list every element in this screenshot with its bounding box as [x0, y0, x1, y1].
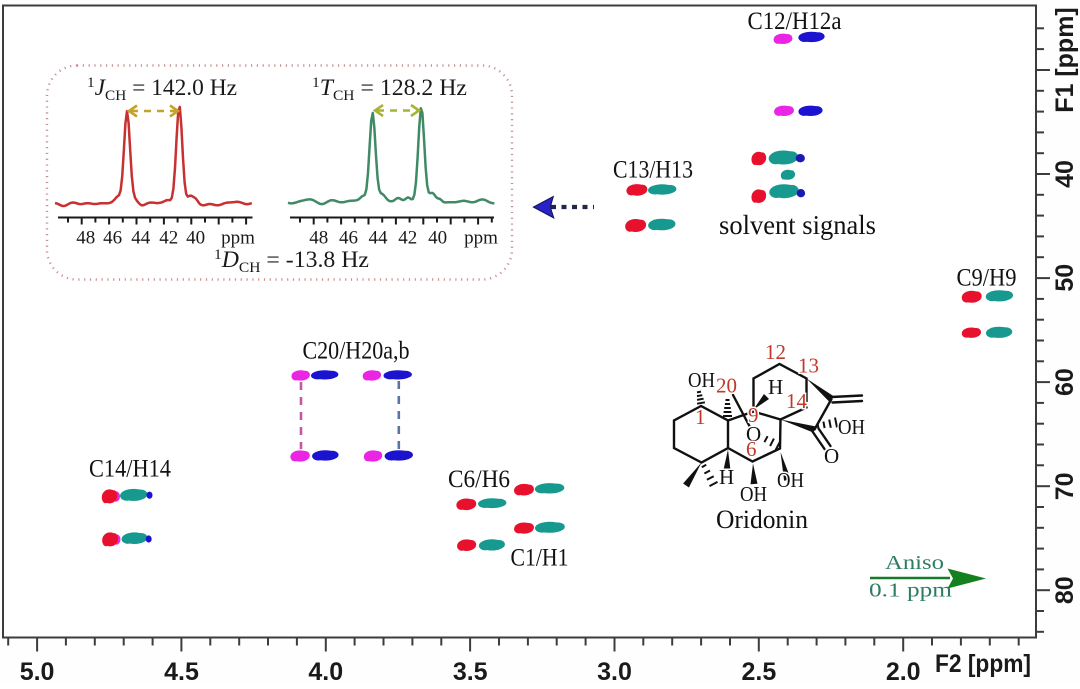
svg-text:42: 42	[398, 228, 417, 249]
svg-text:C1/H1: C1/H1	[511, 545, 569, 572]
svg-text:C13/H13: C13/H13	[613, 157, 693, 184]
svg-text:OH: OH	[777, 468, 804, 492]
svg-text:14: 14	[786, 389, 808, 413]
svg-text:42: 42	[159, 228, 178, 249]
svg-text:4.5: 4.5	[164, 658, 199, 684]
svg-text:Aniso: Aniso	[885, 552, 944, 574]
svg-text:2.5: 2.5	[742, 658, 777, 684]
svg-text:C14/H14: C14/H14	[89, 456, 171, 483]
svg-text:C9/H9: C9/H9	[957, 265, 1017, 292]
svg-text:50: 50	[1051, 264, 1079, 292]
svg-text:H: H	[719, 465, 734, 489]
svg-text:5.0: 5.0	[20, 658, 55, 684]
svg-text:12: 12	[765, 340, 786, 364]
svg-text:46: 46	[339, 228, 358, 249]
svg-text:solvent signals: solvent signals	[719, 210, 876, 240]
svg-text:O: O	[746, 422, 761, 446]
svg-text:20: 20	[716, 374, 737, 398]
svg-text:44: 44	[131, 228, 151, 249]
svg-text:6: 6	[746, 437, 757, 461]
svg-text:Oridonin: Oridonin	[716, 505, 808, 534]
svg-text:H: H	[768, 375, 783, 399]
svg-text:1DCH = -13.8 Hz: 1DCH = -13.8 Hz	[214, 247, 369, 276]
svg-text:4.0: 4.0	[308, 658, 343, 684]
svg-text:40: 40	[1051, 160, 1079, 188]
svg-text:80: 80	[1051, 576, 1079, 604]
svg-text:F1 [ppm]: F1 [ppm]	[1051, 7, 1079, 113]
svg-text:48: 48	[309, 228, 328, 249]
svg-text:9: 9	[748, 403, 759, 427]
svg-text:1TCH = 128.2 Hz: 1TCH = 128.2 Hz	[312, 75, 467, 104]
svg-text:ppm: ppm	[221, 228, 255, 249]
svg-text:60: 60	[1051, 368, 1079, 396]
svg-text:13: 13	[798, 354, 819, 378]
svg-text:3.0: 3.0	[597, 658, 632, 684]
svg-text:0.1 ppm: 0.1 ppm	[869, 580, 952, 602]
svg-text:OH: OH	[688, 368, 715, 392]
svg-text:C12/H12a: C12/H12a	[748, 8, 842, 35]
svg-text:40: 40	[428, 228, 447, 249]
svg-text:1: 1	[695, 405, 706, 429]
svg-text:3.5: 3.5	[453, 658, 488, 684]
svg-text:F2 [ppm]: F2 [ppm]	[935, 650, 1031, 678]
svg-text:70: 70	[1051, 472, 1079, 500]
svg-text:C6/H6: C6/H6	[448, 466, 510, 493]
svg-text:O: O	[824, 444, 839, 468]
svg-text:ppm: ppm	[464, 228, 498, 249]
svg-text:40: 40	[186, 228, 205, 249]
svg-text:44: 44	[369, 228, 389, 249]
svg-text:OH: OH	[838, 415, 865, 439]
svg-text:48: 48	[76, 228, 95, 249]
svg-text:2.0: 2.0	[886, 658, 921, 684]
svg-text:OH: OH	[740, 482, 767, 506]
svg-text:46: 46	[103, 228, 122, 249]
svg-text:C20/H20a,b: C20/H20a,b	[303, 338, 410, 365]
svg-text:1JCH = 142.0 Hz: 1JCH = 142.0 Hz	[87, 75, 237, 104]
